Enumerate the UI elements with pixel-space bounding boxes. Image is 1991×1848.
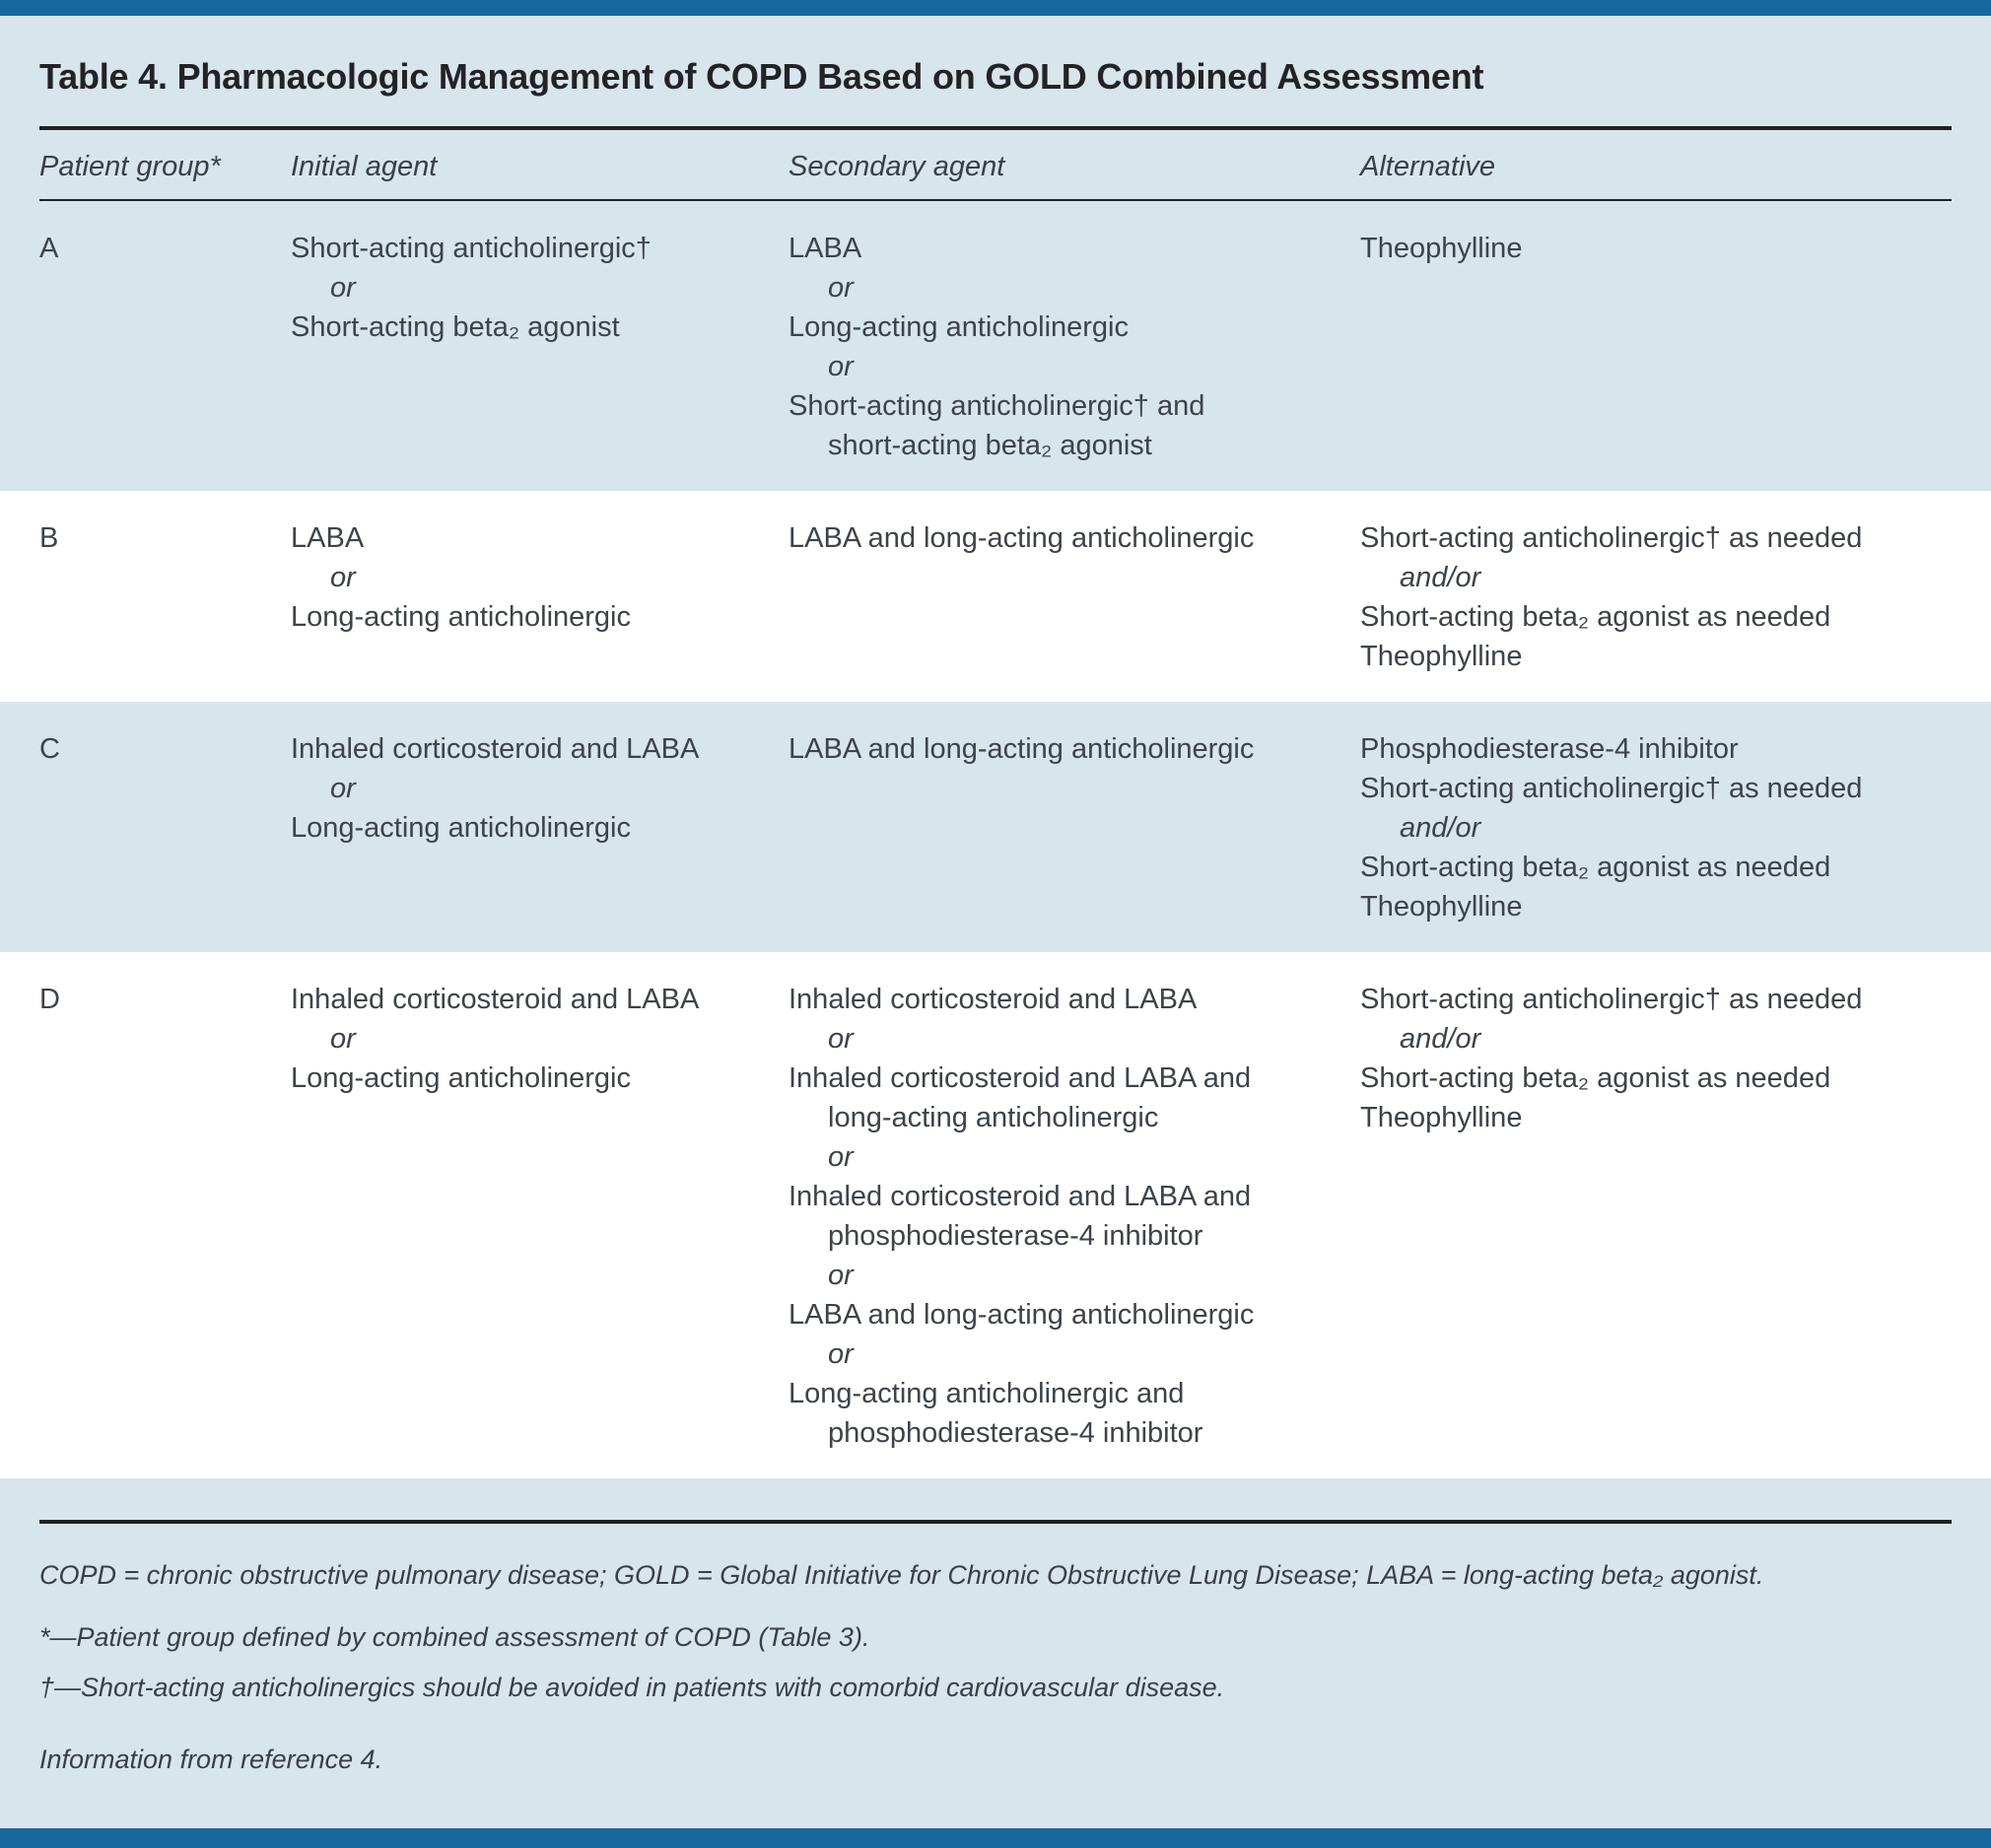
cell-line: Short-acting beta₂ agonist as needed <box>1360 1062 1831 1094</box>
cell-line: LABA and long-acting anticholinergic <box>789 1299 1255 1331</box>
cell-line: Inhaled corticosteroid and LABA <box>291 984 700 1015</box>
patient-group-label: A <box>39 233 59 264</box>
cell-line: Inhaled corticosteroid and LABA <box>789 984 1198 1015</box>
column-header-row: Patient group* Initial agent Secondary a… <box>39 130 1952 199</box>
cell-patient-group: C <box>39 729 291 769</box>
cell-line: Short-acting beta₂ agonist as needed <box>1360 852 1831 883</box>
cell-initial-agent: Inhaled corticosteroid and LABA or Long-ac… <box>291 729 789 848</box>
cell-patient-group: A <box>39 229 291 268</box>
title-divider <box>39 126 1952 130</box>
cell-line: or <box>330 562 356 593</box>
cell-alternative-agent: Short-acting anticholinergic† as needed a… <box>1360 980 1952 1137</box>
cell-line: or <box>828 1260 854 1291</box>
column-header-patient-group: Patient group* <box>39 151 221 182</box>
header-divider <box>39 199 1952 201</box>
cell-line: and/or <box>1400 812 1481 844</box>
table-footer: COPD = chronic obstructive pulmonary dis… <box>39 1478 1952 1828</box>
cell-line: Inhaled corticosteroid and LABA and <box>789 1062 1252 1094</box>
cell-secondary-agent: LABA or Long-acting anticholinergic or Short… <box>789 229 1360 465</box>
patient-group-label: C <box>39 733 60 765</box>
cell-line: Theophylline <box>1360 641 1523 672</box>
cell-line: phosphodiesterase-4 inhibitor <box>828 1220 1203 1252</box>
footer-divider <box>39 1520 1952 1524</box>
cell-line: LABA and long-acting anticholinergic <box>789 522 1255 554</box>
footnote-dagger: †—Short-acting anticholinergics should b… <box>39 1673 1225 1702</box>
cell-line: Long-acting anticholinergic <box>291 812 631 844</box>
cell-secondary-agent: LABA and long-acting anticholinergic <box>789 518 1360 558</box>
cell-line: or <box>828 272 854 304</box>
table-row: C Inhaled corticosteroid and LABA or Long-a… <box>0 702 1991 952</box>
cell-line: Theophylline <box>1360 233 1523 264</box>
footnote-source: Information from reference 4. <box>39 1745 383 1774</box>
table-title: Table 4. Pharmacologic Management of COP… <box>39 56 1484 97</box>
cell-line: Long-acting anticholinergic <box>291 1062 631 1094</box>
footnote-abbreviations: COPD = chronic obstructive pulmonary dis… <box>39 1560 1764 1590</box>
column-header-secondary-agent: Secondary agent <box>789 151 1005 182</box>
column-header-initial-agent: Initial agent <box>291 151 438 182</box>
cell-line: or <box>828 351 854 382</box>
cell-line: or <box>330 1023 356 1055</box>
cell-line: Short-acting anticholinergic† as needed <box>1360 522 1863 554</box>
bottom-accent-bar <box>0 1828 1991 1848</box>
cell-line: Short-acting anticholinergic† as needed <box>1360 773 1863 804</box>
cell-alternative-agent: Short-acting anticholinergic† as needed a… <box>1360 518 1952 676</box>
cell-line: or <box>828 1338 854 1370</box>
cell-line: Short-acting beta₂ agonist <box>291 311 620 343</box>
cell-line: Short-acting beta₂ agonist as needed <box>1360 601 1831 633</box>
cell-initial-agent: Short-acting anticholinergic† or Short-act… <box>291 229 789 347</box>
cell-alternative-agent: Theophylline <box>1360 229 1952 268</box>
table-content: Table 4. Pharmacologic Management of COP… <box>0 16 1991 1828</box>
cell-line: Long-acting anticholinergic <box>789 311 1129 343</box>
cell-line: Theophylline <box>1360 1102 1523 1133</box>
cell-alternative-agent: Phosphodiesterase-4 inhibitor Short-actin… <box>1360 729 1952 926</box>
table-row: A Short-acting anticholinergic† or Short-ac… <box>0 201 1991 491</box>
cell-initial-agent: Inhaled corticosteroid and LABA or Long-ac… <box>291 980 789 1098</box>
cell-line: Long-acting anticholinergic <box>291 601 631 633</box>
cell-secondary-agent: LABA and long-acting anticholinergic <box>789 729 1360 769</box>
cell-line: Theophylline <box>1360 891 1523 923</box>
cell-line: Short-acting anticholinergic† and <box>789 390 1205 422</box>
cell-line: Inhaled corticosteroid and LABA <box>291 733 700 765</box>
top-accent-bar <box>0 0 1991 16</box>
cell-line: or <box>330 272 356 304</box>
cell-line: or <box>828 1023 854 1055</box>
cell-secondary-agent: Inhaled corticosteroid and LABA or Inhaled… <box>789 980 1360 1453</box>
cell-line: long-acting anticholinergic <box>828 1102 1159 1133</box>
cell-patient-group: D <box>39 980 291 1019</box>
column-header-alternative: Alternative <box>1360 151 1496 182</box>
cell-line: LABA and long-acting anticholinergic <box>789 733 1255 765</box>
cell-initial-agent: LABA or Long-acting anticholinergic <box>291 518 789 637</box>
cell-line: and/or <box>1400 1023 1481 1055</box>
cell-line: LABA <box>291 522 365 554</box>
table-row: D Inhaled corticosteroid and LABA or Long-a… <box>0 952 1991 1478</box>
patient-group-label: B <box>39 522 59 554</box>
cell-line: Short-acting anticholinergic† <box>291 233 652 264</box>
table-body: A Short-acting anticholinergic† or Short-ac… <box>0 201 1991 1478</box>
table-row: B LABA or Long-acting anticholinergic LABA a… <box>0 491 1991 702</box>
cell-patient-group: B <box>39 518 291 558</box>
cell-line: and/or <box>1400 562 1481 593</box>
patient-group-label: D <box>39 984 60 1015</box>
footnote-asterisk: *—Patient group defined by combined asse… <box>39 1622 870 1652</box>
cell-line: LABA <box>789 233 862 264</box>
cell-line: Inhaled corticosteroid and LABA and <box>789 1181 1252 1212</box>
cell-line: short-acting beta₂ agonist <box>828 430 1152 461</box>
cell-line: Short-acting anticholinergic† as needed <box>1360 984 1863 1015</box>
cell-line: Long-acting anticholinergic and <box>789 1378 1185 1409</box>
cell-line: or <box>828 1141 854 1173</box>
cell-line: or <box>330 773 356 804</box>
cell-line: phosphodiesterase-4 inhibitor <box>828 1417 1203 1449</box>
cell-line: Phosphodiesterase-4 inhibitor <box>1360 733 1739 765</box>
